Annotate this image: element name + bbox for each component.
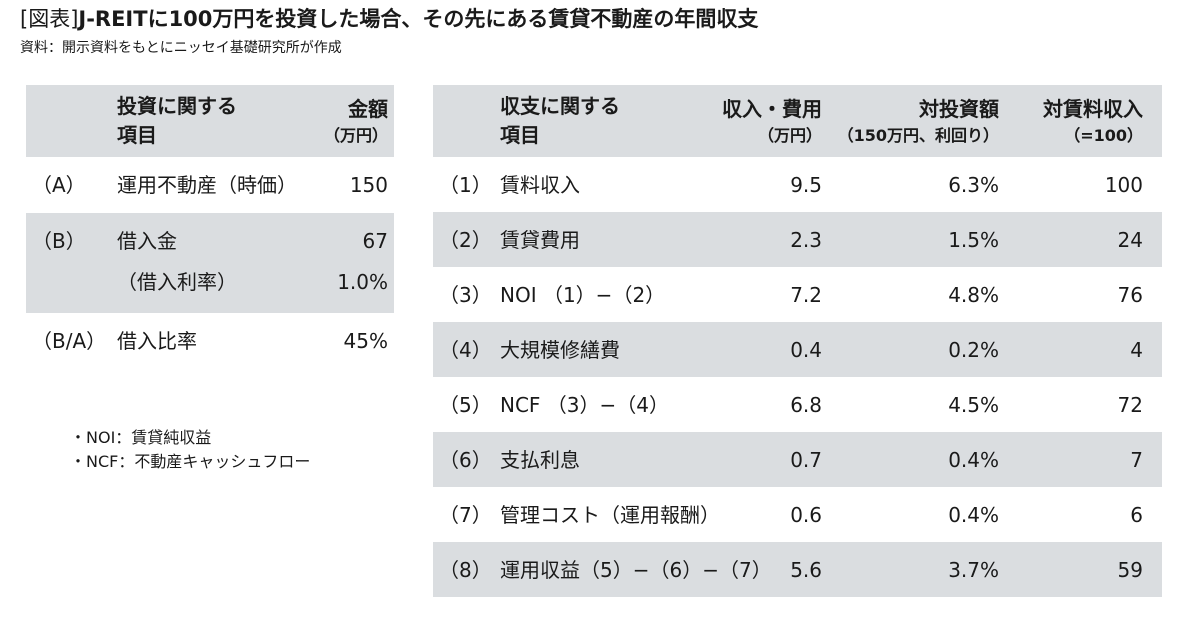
- header-amount-line2: （万円）: [323, 125, 388, 145]
- table-row: （7） 管理コスト（運用報酬） 0.6 0.4% 6: [433, 487, 1162, 542]
- row-value: 6.8: [790, 392, 822, 417]
- row-label: （5）: [439, 392, 492, 417]
- row-yield: 0.4%: [948, 447, 999, 472]
- header-item: 投資に関する 項目: [117, 85, 237, 157]
- table-row: （8） 運用収益（5）−（6）−（7） 5.6 3.7% 59: [433, 542, 1162, 597]
- row-value: 7.2: [790, 282, 822, 307]
- row-ratio: 72: [1117, 392, 1143, 417]
- row-item: 運用不動産（時価）: [117, 173, 297, 197]
- row-value: 9.5: [790, 172, 822, 197]
- row-label: （B）: [32, 229, 86, 253]
- header-ratio: 対賃料収入 （=100）: [1043, 85, 1143, 157]
- row-ratio: 4: [1130, 337, 1143, 362]
- table-row: （B/A） 借入比率 45%: [26, 313, 394, 369]
- row-yield: 4.5%: [948, 392, 999, 417]
- note-ncf: ・NCF：不動産キャッシュフロー: [70, 452, 311, 471]
- row-label: （6）: [439, 447, 492, 472]
- header-income-line1: 収入・費用: [722, 96, 822, 121]
- row-item: 借入金: [117, 229, 177, 253]
- header-amount: 金額 （万円）: [324, 85, 388, 157]
- note-noi: ・NOI：賃貸純収益: [70, 428, 212, 447]
- row-yield: 0.4%: [948, 502, 999, 527]
- row-ratio: 59: [1117, 557, 1143, 582]
- row-ratio: 6: [1130, 502, 1143, 527]
- row-label: （7）: [439, 502, 492, 527]
- row-value: 2.3: [790, 227, 822, 252]
- abbreviation-notes: ・NOI：賃貸純収益 ・NCF：不動産キャッシュフロー: [70, 426, 310, 474]
- row-ratio: 100: [1104, 172, 1143, 197]
- header-item: 収支に関する 項目: [500, 85, 620, 157]
- row-value: 0.7: [790, 447, 822, 472]
- table-row: （2） 賃貸費用 2.3 1.5% 24: [433, 212, 1162, 267]
- header-ratio-line1: 対賃料収入: [1043, 96, 1143, 121]
- row-item: 賃貸費用: [500, 227, 580, 252]
- row-value: 150: [349, 173, 388, 197]
- investment-table-header: 投資に関する 項目 金額 （万円）: [26, 85, 394, 157]
- row-ratio: 24: [1117, 227, 1143, 252]
- row-item: NOI （1）−（2）: [500, 282, 666, 307]
- row-label: （A）: [32, 173, 86, 197]
- row-item: 管理コスト（運用報酬）: [500, 502, 720, 527]
- row-item: 賃料収入: [500, 172, 580, 197]
- header-yield-line2: （150万円、利回り）: [837, 125, 999, 145]
- header-item-line1: 投資に関する: [117, 94, 237, 118]
- table-row: （B） 借入金 67 （借入利率） 1.0%: [26, 213, 394, 313]
- row-yield: 1.5%: [948, 227, 999, 252]
- row-item: NCF （3）−（4）: [500, 392, 669, 417]
- figure-label: [図表]: [20, 7, 79, 31]
- row-ratio: 7: [1130, 447, 1143, 472]
- row-item: 運用収益（5）−（6）−（7）: [500, 557, 772, 582]
- source-note: 資料：開示資料をもとにニッセイ基礎研究所が作成: [20, 40, 342, 56]
- row-yield: 6.3%: [948, 172, 999, 197]
- investment-table: 投資に関する 項目 金額 （万円） （A） 運用不動産（時価） 150 （B） …: [26, 85, 394, 353]
- header-income-line2: （万円）: [757, 125, 822, 145]
- header-income: 収入・費用 （万円）: [722, 85, 822, 157]
- table-row: （3） NOI （1）−（2） 7.2 4.8% 76: [433, 267, 1162, 322]
- header-ratio-line2: （=100）: [1064, 125, 1143, 145]
- row-value: 0.4: [790, 337, 822, 362]
- row-label: （B/A）: [32, 329, 107, 353]
- income-table-header: 収支に関する 項目 収入・費用 （万円） 対投資額 （150万円、利回り） 対賃…: [433, 85, 1162, 157]
- row-yield: 4.8%: [948, 282, 999, 307]
- header-item-line1: 収支に関する: [500, 94, 620, 118]
- table-row: （1） 賃料収入 9.5 6.3% 100: [433, 157, 1162, 212]
- row-ratio: 76: [1117, 282, 1143, 307]
- row-label: （3）: [439, 282, 492, 307]
- row-subitem: （借入利率）: [117, 270, 237, 294]
- row-yield: 3.7%: [948, 557, 999, 582]
- table-row: （6） 支払利息 0.7 0.4% 7: [433, 432, 1162, 487]
- table-row: （A） 運用不動産（時価） 150: [26, 157, 394, 213]
- row-item: 大規模修繕費: [500, 337, 620, 362]
- row-value: 5.6: [790, 557, 822, 582]
- row-item: 支払利息: [500, 447, 580, 472]
- row-value: 45%: [343, 329, 388, 353]
- row-yield: 0.2%: [948, 337, 999, 362]
- table-row: （4） 大規模修繕費 0.4 0.2% 4: [433, 322, 1162, 377]
- row-label: （1）: [439, 172, 492, 197]
- row-value: 67: [362, 229, 388, 253]
- header-item-line2: 項目: [117, 123, 157, 147]
- header-item-line2: 項目: [500, 123, 540, 147]
- header-amount-line1: 金額: [348, 96, 388, 121]
- table-row: （5） NCF （3）−（4） 6.8 4.5% 72: [433, 377, 1162, 432]
- header-yield-line1: 対投資額: [919, 96, 999, 121]
- row-subvalue: 1.0%: [337, 270, 388, 294]
- row-label: （4）: [439, 337, 492, 362]
- row-item: 借入比率: [117, 329, 197, 353]
- figure-title-text: J-REITに100万円を投資した場合、その先にある賃貸不動産の年間収支: [78, 7, 759, 31]
- header-yield: 対投資額 （150万円、利回り）: [838, 85, 999, 157]
- income-table: 収支に関する 項目 収入・費用 （万円） 対投資額 （150万円、利回り） 対賃…: [433, 85, 1162, 597]
- figure-title: [図表]J-REITに100万円を投資した場合、その先にある賃貸不動産の年間収支: [20, 4, 758, 34]
- row-value: 0.6: [790, 502, 822, 527]
- row-label: （2）: [439, 227, 492, 252]
- row-label: （8）: [439, 557, 492, 582]
